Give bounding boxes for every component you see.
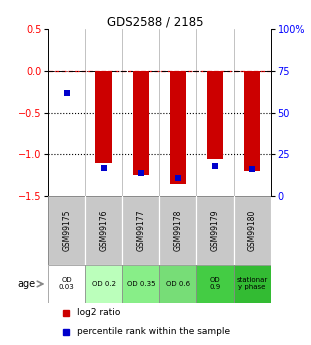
Text: OD
0.03: OD 0.03 <box>59 277 75 290</box>
Text: GDS2588 / 2185: GDS2588 / 2185 <box>107 16 204 29</box>
Bar <box>169 71 186 184</box>
Text: GSM99177: GSM99177 <box>136 210 145 251</box>
Bar <box>122 265 159 303</box>
Text: OD 0.2: OD 0.2 <box>92 281 116 287</box>
Bar <box>132 71 149 175</box>
Bar <box>234 196 271 265</box>
Text: log2 ratio: log2 ratio <box>77 308 120 317</box>
Text: OD 0.6: OD 0.6 <box>166 281 190 287</box>
Bar <box>159 265 197 303</box>
Bar <box>234 265 271 303</box>
Bar <box>197 196 234 265</box>
Text: GSM99179: GSM99179 <box>211 210 220 251</box>
Bar <box>197 265 234 303</box>
Bar <box>207 71 223 159</box>
Text: stationar
y phase: stationar y phase <box>236 277 268 290</box>
Bar <box>85 265 122 303</box>
Bar <box>122 196 159 265</box>
Bar <box>48 265 85 303</box>
Text: OD 0.35: OD 0.35 <box>127 281 155 287</box>
Text: GSM99180: GSM99180 <box>248 210 257 251</box>
Text: OD
0.9: OD 0.9 <box>209 277 220 290</box>
Bar <box>48 196 85 265</box>
Bar <box>159 196 197 265</box>
Text: percentile rank within the sample: percentile rank within the sample <box>77 327 230 336</box>
Text: GSM99175: GSM99175 <box>62 210 71 251</box>
Bar <box>95 71 112 163</box>
Bar <box>85 196 122 265</box>
Text: GSM99176: GSM99176 <box>99 210 108 251</box>
Bar <box>244 71 260 171</box>
Text: GSM99178: GSM99178 <box>174 210 183 251</box>
Text: age: age <box>17 279 35 289</box>
